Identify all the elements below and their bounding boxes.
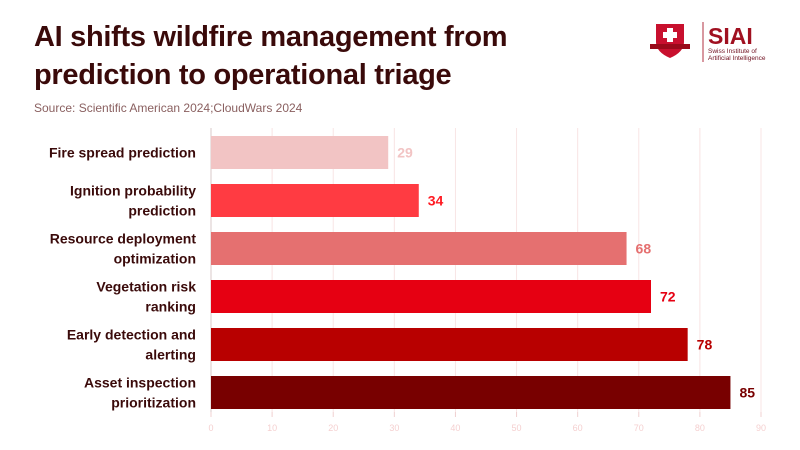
category-label: alerting: [145, 347, 196, 363]
category-label: Asset inspection: [84, 375, 196, 391]
chart-title: AI shifts wildfire management from predi…: [34, 18, 508, 94]
value-label: 72: [660, 289, 676, 305]
tick-label: 90: [756, 423, 766, 433]
tick-label: 70: [634, 423, 644, 433]
category-label: Fire spread prediction: [49, 145, 196, 161]
value-label: 68: [636, 241, 652, 257]
tick-label: 30: [389, 423, 399, 433]
value-label: 34: [428, 193, 444, 209]
tick-label: 50: [512, 423, 522, 433]
category-label: Early detection and: [67, 327, 196, 343]
title-line-1: AI shifts wildfire management from: [34, 21, 508, 53]
bar: [211, 184, 419, 217]
value-label: 85: [739, 385, 755, 401]
svg-text:Swiss Institute of: Swiss Institute of: [708, 48, 757, 55]
tick-label: 10: [267, 423, 277, 433]
svg-text:SIAI: SIAI: [708, 23, 753, 49]
bar: [211, 136, 389, 169]
bar: [211, 232, 627, 265]
category-label: prioritization: [111, 395, 196, 411]
value-label: 29: [397, 145, 413, 161]
tick-label: 20: [328, 423, 338, 433]
tick-label: 60: [573, 423, 583, 433]
tick-label: 40: [450, 423, 460, 433]
bar: [211, 328, 688, 361]
category-label: Vegetation risk: [96, 279, 196, 295]
svg-text:Artificial Intelligence: Artificial Intelligence: [708, 55, 766, 62]
category-label: ranking: [145, 299, 196, 315]
source-note: Source: Scientific American 2024;CloudWa…: [34, 101, 303, 115]
category-label: prediction: [128, 203, 196, 219]
category-label: Ignition probability: [70, 183, 196, 199]
tick-label: 0: [208, 423, 213, 433]
siai-logo: SIAI Swiss Institute of Artificial Intel…: [650, 22, 766, 62]
bar: [211, 376, 731, 409]
category-label: optimization: [114, 251, 196, 267]
value-label: 78: [697, 337, 713, 353]
bar: [211, 280, 651, 313]
category-label: Resource deployment: [50, 231, 197, 247]
title-line-2: prediction to operational triage: [34, 59, 452, 91]
tick-label: 80: [695, 423, 705, 433]
